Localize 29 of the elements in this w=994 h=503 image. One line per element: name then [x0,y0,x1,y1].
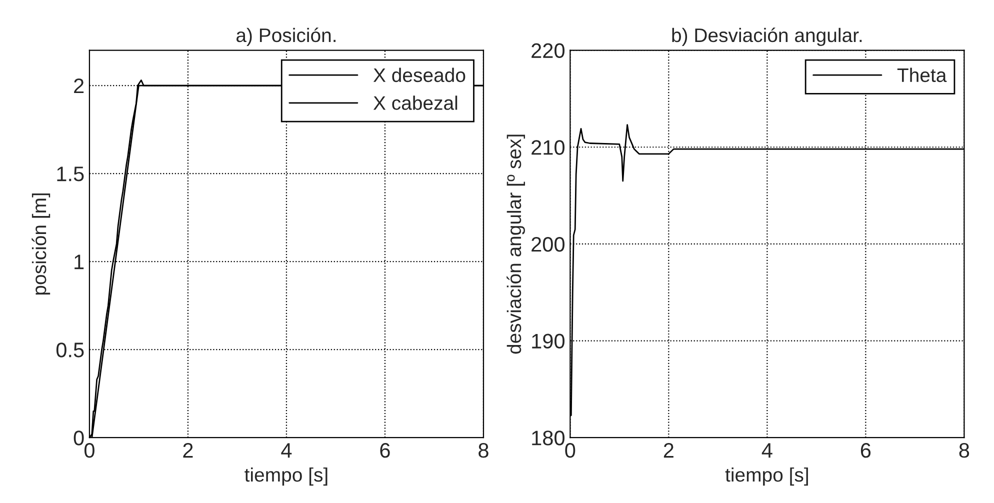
y-tick-label: 220 [532,43,564,58]
x-axis-title: tiempo [s] [725,467,808,486]
y-tick-label: 2 [74,78,84,94]
x-tick-label: 0 [565,443,576,458]
y-tick-label: 200 [532,236,564,252]
x-tick-label: 2 [183,443,193,458]
x-tick-label: 6 [380,443,390,458]
x-tick-label: 0 [84,443,94,458]
y-tick-label: 190 [532,334,564,349]
x-tick-label: 4 [281,443,292,458]
legend-label: Theta [897,68,947,82]
y-tick-label: 180 [532,430,564,446]
chart-title: b) Desviación angular. [672,28,862,46]
x-tick-label: 8 [478,443,488,458]
y-tick-label: 1.5 [57,166,84,182]
x-axis-title: tiempo [s] [244,467,328,486]
y-axis-title: desviación angular [º sex] [506,134,525,354]
chart-title: a) Posición. [236,28,336,46]
y-tick-label: 210 [532,140,564,155]
x-tick-label: 8 [959,443,970,458]
y-tick-label: 0 [74,430,84,446]
y-tick-label: 0.5 [56,342,84,358]
legend-label: X deseado [373,68,466,82]
legend-label: X cabezal [373,96,458,110]
x-tick-label: 6 [860,443,871,458]
y-axis-title: posición [m] [32,193,50,295]
y-tick-label: 1 [74,254,84,270]
x-tick-label: 2 [664,443,674,458]
x-tick-label: 4 [762,443,772,458]
